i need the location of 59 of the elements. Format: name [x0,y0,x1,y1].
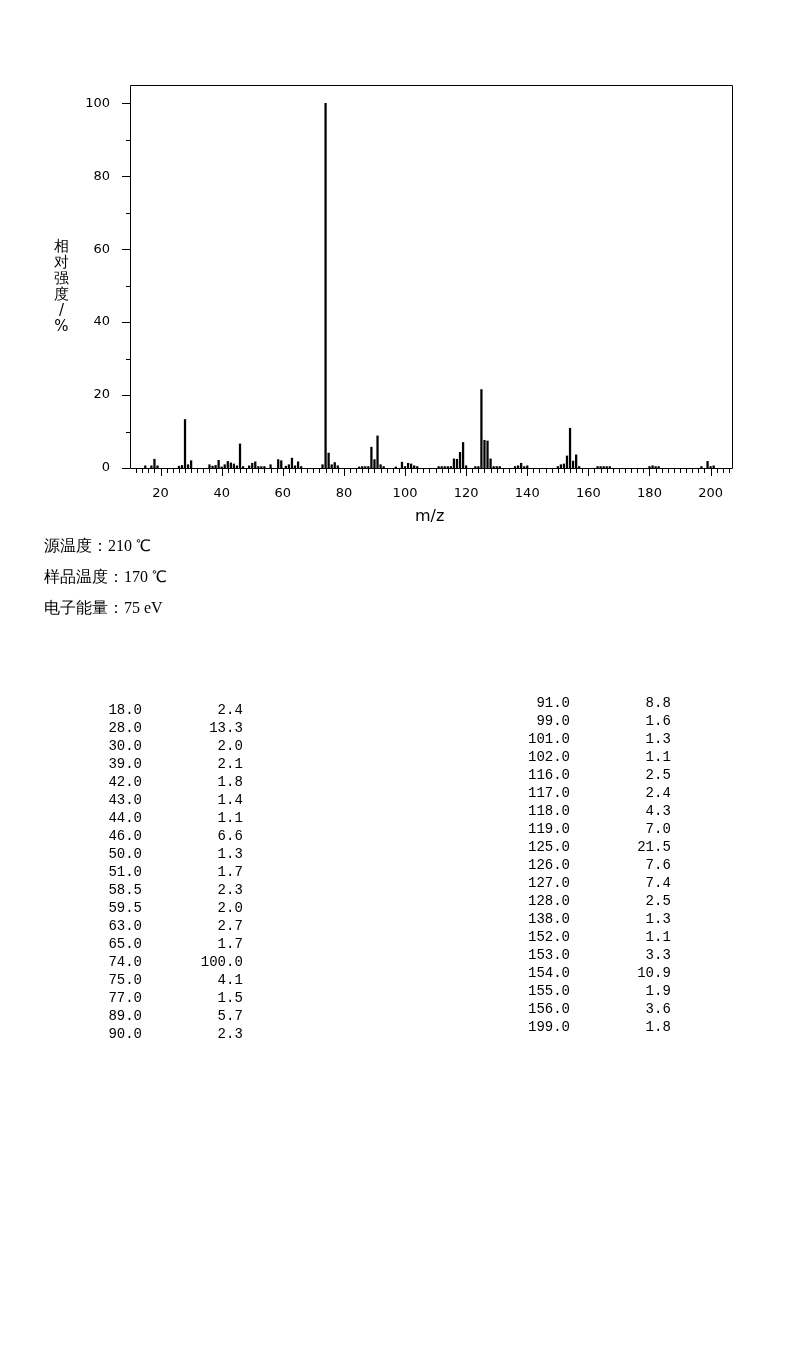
text: 199.0 1.8 [528,1018,671,1036]
x-axis-title: m/z [415,506,445,525]
x-tick-label: 180 [637,485,662,501]
text: 138.0 1.3 [528,910,671,928]
text: 125.0 21.5 [528,838,671,856]
text: 126.0 7.6 [528,856,671,874]
text: 59.5 2.0 [107,899,243,917]
x-tick-label: 80 [335,485,353,501]
text: 58.5 2.3 [107,881,243,899]
text: 43.0 1.4 [107,791,243,809]
text: 39.0 2.1 [107,755,243,773]
text: 75.0 4.1 [107,971,243,989]
text: 117.0 2.4 [528,784,671,802]
text: 153.0 3.3 [528,946,671,964]
text: 74.0 100.0 [107,953,243,971]
y-tick-label: 40 [93,313,110,329]
y-tick-label: 60 [93,240,110,256]
text: 18.0 2.4 [107,701,243,719]
text: 128.0 2.5 [528,892,671,910]
text: 65.0 1.7 [107,935,243,953]
text: 50.0 1.3 [107,845,243,863]
text: 91.0 8.8 [535,694,671,712]
text: 77.0 1.5 [107,989,243,1007]
text: 51.0 1.7 [107,863,243,881]
text: 63.0 2.7 [107,917,243,935]
text: 30.0 2.0 [107,737,243,755]
y-tick-label: 0 [101,459,110,475]
x-tick-label: 120 [453,485,479,501]
x-tick-label: 20 [152,485,169,501]
text: 44.0 1.1 [107,809,243,827]
text: 46.0 6.6 [107,827,243,845]
text: 89.0 5.7 [107,1007,243,1025]
x-tick-label: 60 [274,485,292,501]
text: 源温度：210 ℃ [44,536,151,556]
text: 116.0 2.5 [528,766,671,784]
text: 28.0 13.3 [107,719,243,737]
text: 156.0 3.6 [528,1000,671,1018]
y-tick-label: 100 [85,94,110,110]
text: 90.0 2.3 [107,1025,243,1043]
x-tick-label: 200 [698,485,724,501]
text: 电子能量：75 eV [44,598,163,618]
text: 42.0 1.8 [107,773,243,791]
text: 154.0 10.9 [528,964,671,982]
text: 119.0 7.0 [528,820,671,838]
y-tick-label: 20 [93,386,110,402]
y-tick-label: 80 [93,167,110,183]
x-tick-label: 100 [392,485,418,501]
text: 101.0 1.3 [528,730,671,748]
y-axis-title: 相对强度/% [54,237,69,335]
x-tick-label: 140 [514,485,540,501]
text: 118.0 4.3 [528,802,671,820]
text: 155.0 1.9 [528,982,671,1000]
text: 99.0 1.6 [535,712,671,730]
text: 152.0 1.1 [528,928,671,946]
x-tick-label: 40 [213,485,230,501]
text: 127.0 7.4 [528,874,671,892]
text: 102.0 1.1 [528,748,671,766]
text: 样品温度：170 ℃ [44,567,167,587]
x-tick-label: 160 [575,485,601,501]
